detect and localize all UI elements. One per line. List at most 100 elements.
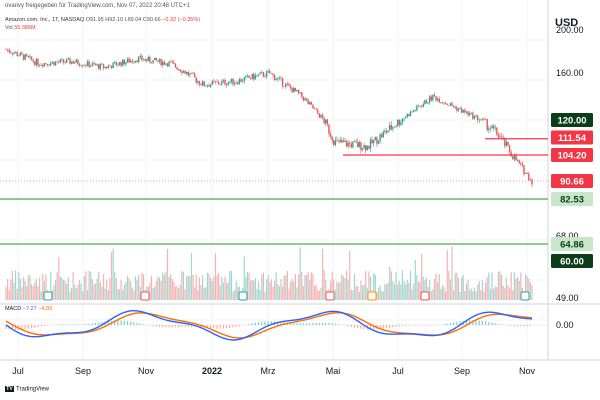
candle-body xyxy=(157,60,159,62)
candle-body xyxy=(42,65,44,67)
macd-histogram-bar xyxy=(139,323,141,325)
candle-body xyxy=(189,73,191,76)
volume-bar xyxy=(421,254,423,300)
candle-body xyxy=(237,82,239,85)
volume-bar xyxy=(101,286,103,300)
candle-body xyxy=(155,57,157,61)
volume-bar xyxy=(433,278,436,300)
macd-histogram-bar xyxy=(123,320,125,325)
volume-bar xyxy=(80,283,82,300)
candle-body xyxy=(273,74,276,81)
candle-body xyxy=(177,69,180,70)
macd-histogram-bar xyxy=(315,322,317,325)
candle-body xyxy=(315,108,317,110)
candle-body xyxy=(96,64,98,66)
candle-body xyxy=(505,141,508,146)
volume-bar xyxy=(469,290,471,300)
volume-bar xyxy=(74,284,76,300)
candle-body xyxy=(74,62,76,64)
volume-bar xyxy=(85,271,87,300)
candle-body xyxy=(201,81,204,86)
volume-bar xyxy=(149,283,151,300)
volume-bar xyxy=(181,271,183,300)
macd-histogram-bar xyxy=(485,321,487,325)
candle-body xyxy=(107,65,110,68)
candle-body xyxy=(171,61,173,63)
macd-histogram-bar xyxy=(481,320,484,325)
volume-bar xyxy=(363,284,365,300)
macd-histogram-bar xyxy=(337,324,340,325)
volume-bar xyxy=(75,288,77,300)
volume-bar xyxy=(286,270,288,300)
volume-bar xyxy=(361,285,364,300)
volume-bar xyxy=(62,279,65,300)
macd-histogram-bar xyxy=(392,325,394,328)
volume-bar xyxy=(400,284,402,300)
volume-bar xyxy=(449,279,452,300)
volume-bar xyxy=(66,283,68,300)
volume-bar xyxy=(317,289,319,300)
volume-bar xyxy=(230,270,233,300)
macd-histogram-bar xyxy=(149,325,151,326)
candle-body xyxy=(77,59,79,65)
volume-bar xyxy=(226,283,228,300)
macd-histogram-bar xyxy=(210,325,212,329)
macd-histogram-bar xyxy=(513,325,516,327)
price-label-box xyxy=(551,148,593,162)
macd-histogram-bar xyxy=(424,325,426,326)
candle-body xyxy=(462,109,464,113)
candle-body xyxy=(205,86,207,87)
volume-bar xyxy=(102,274,105,300)
candle-body xyxy=(371,139,373,144)
volume-bar xyxy=(157,276,159,300)
time-axis-label: Nov xyxy=(519,366,536,376)
volume-bar xyxy=(94,283,97,300)
macd-histogram-bar xyxy=(98,322,100,325)
candle-body xyxy=(240,79,242,82)
volume-bar xyxy=(133,290,135,300)
volume-bar xyxy=(310,272,312,300)
candle-body xyxy=(221,81,223,85)
volume-bar xyxy=(304,274,306,300)
candle-body xyxy=(35,59,38,65)
macd-histogram-bar xyxy=(101,322,103,325)
candle-body xyxy=(397,119,399,127)
volume-bar xyxy=(160,280,162,300)
volume-bar xyxy=(170,274,172,300)
macd-histogram-bar xyxy=(238,325,241,327)
macd-histogram-bar xyxy=(43,325,45,326)
macd-histogram-bar xyxy=(427,325,429,326)
volume-bar xyxy=(112,248,114,300)
candle-body xyxy=(5,49,7,50)
volume-bar xyxy=(107,289,109,300)
candle-body xyxy=(166,63,169,67)
volume-bar xyxy=(166,248,169,300)
candle-body xyxy=(192,72,194,74)
macd-histogram-bar xyxy=(494,323,496,325)
macd-histogram-bar xyxy=(328,322,330,325)
price-label-text: 120.00 xyxy=(557,116,586,127)
macd-value: −7.27 xyxy=(22,306,37,312)
candle-body xyxy=(269,71,271,74)
macd-histogram-bar xyxy=(347,325,349,327)
candle-body xyxy=(360,141,362,151)
candle-body xyxy=(312,104,314,109)
volume-bar xyxy=(289,281,292,300)
volume-bar xyxy=(253,280,255,300)
volume-bar xyxy=(162,272,164,300)
candle-body xyxy=(464,109,466,113)
macd-histogram-bar xyxy=(78,324,81,325)
volume-bar xyxy=(513,272,516,300)
candle-body xyxy=(70,61,73,64)
candle-body xyxy=(158,58,161,62)
macd-histogram-bar xyxy=(360,325,362,329)
volume-bar xyxy=(296,287,298,300)
volume-bar xyxy=(297,274,300,300)
volume-bar xyxy=(235,281,237,300)
candle-body xyxy=(152,59,154,64)
volume-bar xyxy=(411,289,413,300)
macd-histogram-bar xyxy=(30,325,33,329)
candle-body xyxy=(425,100,428,104)
